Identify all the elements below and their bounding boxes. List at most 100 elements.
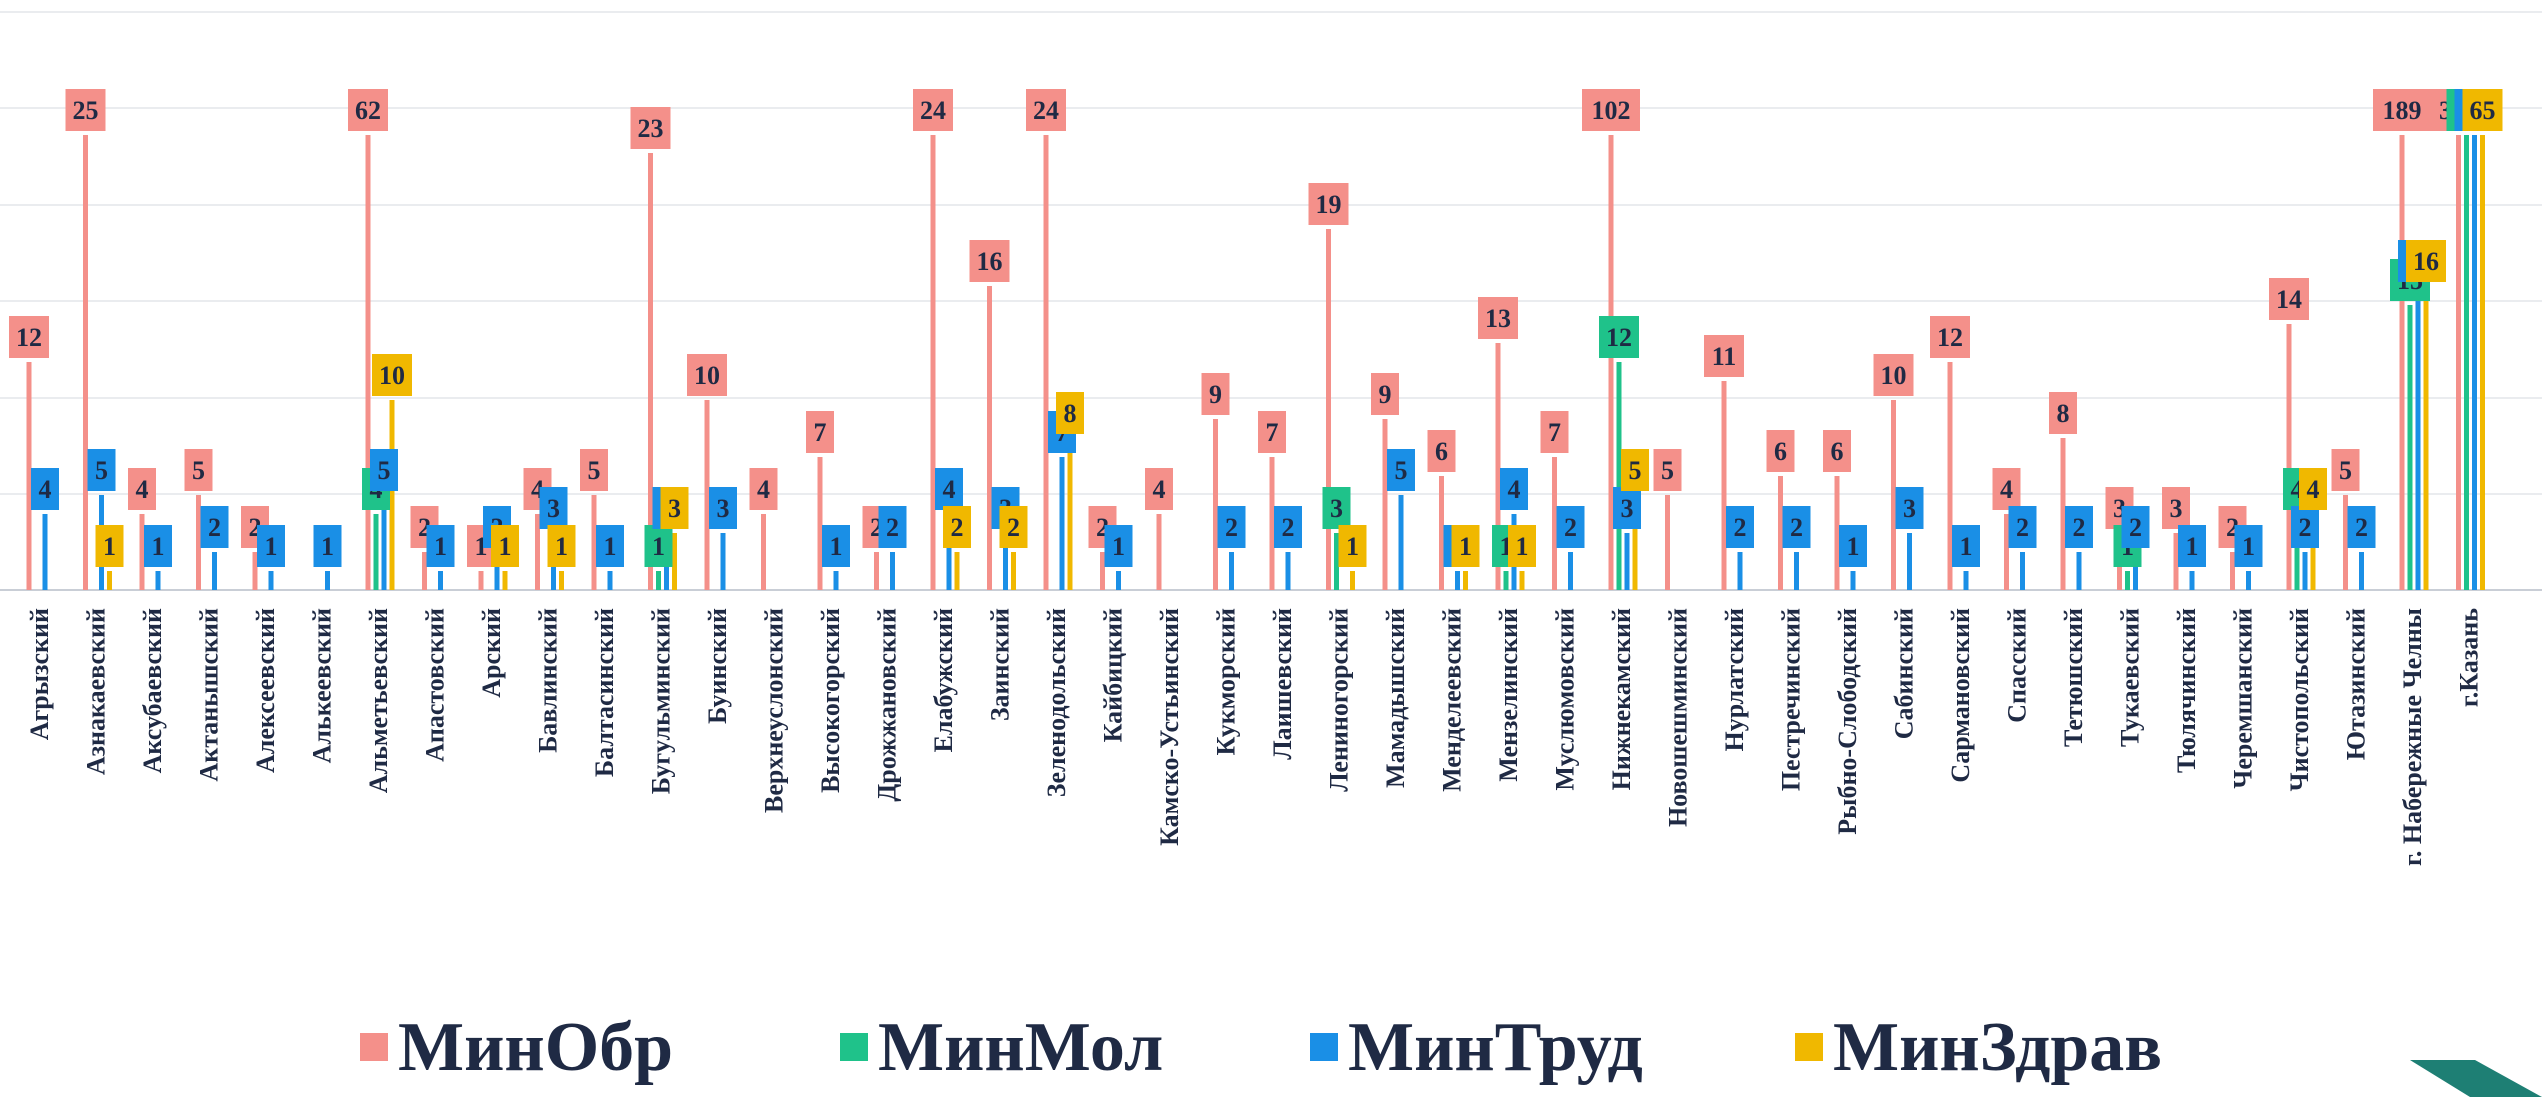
svg-text:19: 19 — [1316, 190, 1342, 219]
data-label-минобр-бугульминский: 23 — [630, 107, 671, 149]
svg-text:2: 2 — [1007, 513, 1020, 542]
x-tick-г-казань: г.Казань — [2455, 608, 2484, 707]
bar-минобр-высокогорский — [817, 457, 823, 590]
bar-минтруд-сабинский — [1907, 533, 1912, 590]
bar-минобр-арский — [478, 571, 484, 590]
bar-минтруд-елабужский — [946, 514, 952, 590]
data-label-минобр-елабужский: 24 — [913, 89, 953, 131]
data-label-минтруд-ютазинский: 2 — [2347, 506, 2376, 548]
bar-минтруд-высокогорский — [833, 571, 839, 590]
bar-минтруд-алексеевский — [268, 571, 274, 590]
data-label-минобр-заинский: 16 — [969, 240, 1010, 282]
legend-label: МинЗдрав — [1833, 1009, 2162, 1086]
bar-минобр-аксубаевский — [139, 514, 145, 590]
svg-text:4: 4 — [757, 475, 770, 504]
svg-text:7: 7 — [1548, 418, 1561, 447]
data-label-минздрав-чистопольский: 4 — [2299, 468, 2327, 510]
data-label-минобр-сабинский: 10 — [1873, 354, 1914, 396]
svg-text:1: 1 — [1112, 532, 1125, 561]
svg-text:4: 4 — [2000, 475, 2013, 504]
bar-минздрав-зеленодольский — [1067, 438, 1073, 590]
svg-text:1: 1 — [434, 532, 447, 561]
svg-text:12: 12 — [1606, 323, 1632, 352]
svg-text:11: 11 — [1712, 342, 1737, 371]
bar-минобр-сармановский — [1947, 362, 1953, 590]
legend-swatch — [840, 1033, 868, 1061]
data-label-минздрав-арский: 1 — [491, 525, 519, 567]
svg-text:6: 6 — [1435, 437, 1448, 466]
bar-минобр-дрожжановский — [874, 552, 879, 590]
data-label-минтруд-бавлинский: 3 — [539, 487, 568, 529]
svg-text:5: 5 — [1629, 456, 1642, 485]
bar-минобр-пестречинский — [1778, 476, 1783, 590]
svg-text:24: 24 — [1033, 96, 1059, 125]
x-tick-аксубаевский: Аксубаевский — [138, 608, 167, 773]
svg-text:8: 8 — [1064, 399, 1077, 428]
bar-минтруд-кайбицкий — [1116, 571, 1121, 590]
bar-минмол-лениногорский — [1334, 533, 1339, 590]
bar-минмол-г-набережные-челны — [2407, 305, 2413, 590]
data-label-минтруд-буинский: 3 — [709, 487, 737, 529]
data-label-минтруд-балтасинский: 1 — [596, 525, 624, 567]
bar-минобр-менделеевский — [1439, 476, 1444, 590]
x-tick-верхнеуслонский: Верхнеуслонский — [760, 608, 789, 813]
data-label-минобр-новошешминский: 5 — [1653, 449, 1682, 491]
bar-минмол-альметьевский — [373, 514, 379, 590]
data-label-минобр-азнакаевский: 25 — [65, 89, 106, 131]
data-label-минздрав-бавлинский: 1 — [547, 525, 576, 567]
data-label-минобр-апастовский: 2 — [410, 506, 439, 548]
data-label-минобр-пестречинский: 6 — [1766, 430, 1795, 472]
svg-text:2: 2 — [886, 513, 899, 542]
x-tick-бавлинский: Бавлинский — [534, 608, 563, 753]
data-label-минобр-мензелинский: 13 — [1478, 297, 1518, 339]
data-label-минздрав-азнакаевский: 1 — [95, 525, 124, 567]
legend-item-минмол: МинМол — [840, 1009, 1163, 1086]
bar-минобр-елабужский — [930, 135, 936, 590]
bar-минтруд-апастовский — [438, 571, 443, 590]
data-label-минтруд-сабинский: 3 — [1895, 487, 1924, 529]
legend-item-минобр: МинОбр — [360, 1009, 673, 1086]
bar-минобр-г-казань — [2456, 135, 2461, 590]
bar-минтруд-арский — [494, 552, 500, 590]
x-tick-менделеевский: Менделеевский — [1438, 608, 1467, 792]
data-label-минобр-мамадышский: 9 — [1371, 373, 1399, 415]
data-label-минобр-лаишевский: 7 — [1258, 411, 1286, 453]
x-tick-labels: Агрызский Азнакаевский Аксубаевский Актаныш… — [25, 608, 2484, 866]
x-tick-алькеевский: Алькеевский — [308, 608, 337, 763]
data-label-минобр-сармановский: 12 — [1930, 316, 1970, 358]
x-tick-балтасинский: Балтасинский — [590, 608, 619, 777]
x-tick-тюлячинский: Тюлячинский — [2172, 608, 2201, 773]
svg-text:62: 62 — [355, 96, 381, 125]
svg-text:3: 3 — [717, 494, 730, 523]
bar-минздрав-арский — [502, 571, 508, 590]
svg-text:5: 5 — [588, 456, 601, 485]
x-tick-дрожжановский: Дрожжановский — [873, 608, 902, 802]
svg-text:12: 12 — [16, 323, 42, 352]
svg-text:1: 1 — [103, 532, 116, 561]
bar-минтруд-дрожжановский — [890, 552, 895, 590]
svg-text:7: 7 — [814, 418, 827, 447]
bar-минтруд-ютазинский — [2359, 552, 2364, 590]
data-label-минобр-ютазинский: 5 — [2331, 449, 2360, 491]
data-label-минздрав-альметьевский: 10 — [372, 354, 412, 396]
svg-text:6: 6 — [1774, 437, 1787, 466]
bar-минобр-лениногорский — [1326, 229, 1331, 590]
svg-text:10: 10 — [1881, 361, 1907, 390]
svg-text:7: 7 — [1266, 418, 1279, 447]
bar-минтруд-буинский — [720, 533, 726, 590]
bar-минобр-тетюшский — [2060, 438, 2066, 590]
svg-text:16: 16 — [977, 247, 1003, 276]
x-tick-рыбно-слободский: Рыбно-Слободский — [1833, 608, 1862, 835]
data-label-минмол-бугульминский: 1 — [644, 525, 673, 567]
svg-text:3: 3 — [1621, 494, 1634, 523]
svg-text:189: 189 — [2383, 96, 2422, 125]
svg-text:6: 6 — [1831, 437, 1844, 466]
data-labels: 1242551415221162451021121431512313310347… — [9, 89, 2503, 567]
bar-минздрав-азнакаевский — [107, 571, 112, 590]
bar-минтруд-муслюмовский — [1568, 552, 1573, 590]
data-label-минмол-лениногорский: 3 — [1322, 487, 1351, 529]
data-label-минобр-балтасинский: 5 — [580, 449, 608, 491]
svg-text:1: 1 — [652, 532, 665, 561]
bar-минздрав-менделеевский — [1463, 571, 1468, 590]
data-label-минтруд-лаишевский: 2 — [1274, 506, 1302, 548]
